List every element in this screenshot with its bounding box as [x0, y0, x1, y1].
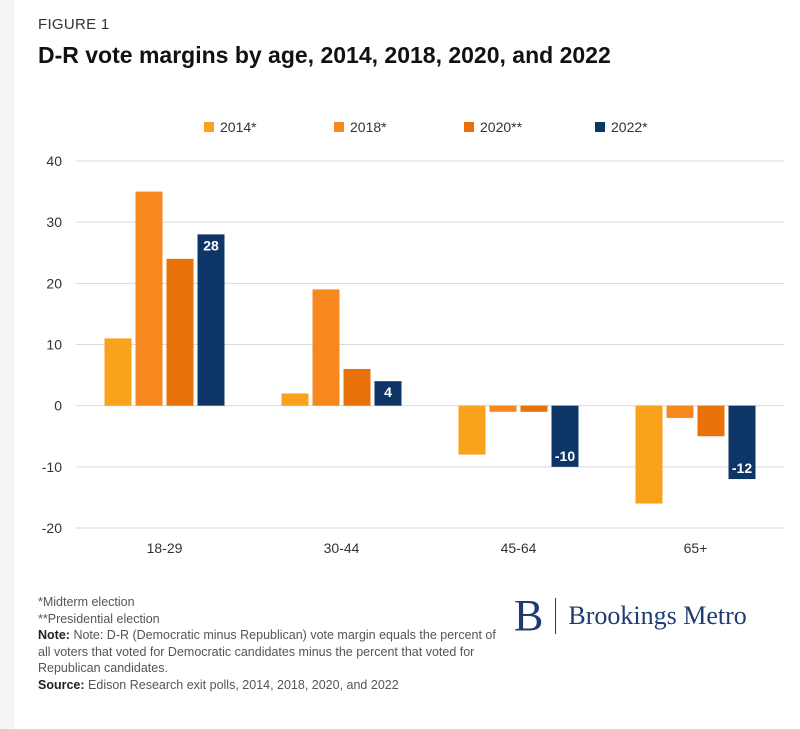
- note: Note: Note: D-R (Democratic minus Republ…: [38, 627, 498, 677]
- bar: [520, 405, 548, 412]
- y-tick-label: -10: [42, 459, 62, 475]
- source-text: Edison Research exit polls, 2014, 2018, …: [88, 677, 399, 692]
- legend-swatch: [595, 122, 605, 132]
- bar: [166, 258, 194, 406]
- y-tick-label: 30: [46, 214, 62, 230]
- logo-text: Brookings Metro: [568, 601, 747, 630]
- bar: [551, 405, 579, 467]
- legend-label: 2018*: [350, 119, 387, 135]
- y-tick-label: 10: [46, 337, 62, 353]
- presidential-note: **Presidential election: [38, 611, 160, 626]
- x-tick-label: 65+: [684, 540, 708, 556]
- data-label: -12: [732, 460, 752, 476]
- bar: [458, 405, 486, 455]
- y-tick-label: 20: [46, 275, 62, 291]
- source: Source: Edison Research exit polls, 2014…: [38, 677, 498, 694]
- logo-mark: B: [514, 591, 544, 640]
- note-label: Note:: [38, 628, 70, 642]
- legend-label: 2022*: [611, 119, 648, 135]
- x-tick-label: 45-64: [501, 540, 537, 556]
- bar-chart: 2014* 2018* 2020** 2022* -20 -10 0 10 20 30 40 28 18…: [42, 119, 784, 556]
- legend-label: 2020**: [480, 119, 523, 135]
- data-label: 4: [384, 384, 392, 400]
- bar: [489, 405, 517, 412]
- y-tick-label: 40: [46, 153, 62, 169]
- bar: [666, 405, 694, 418]
- brookings-logo: B Brookings Metro: [514, 594, 747, 638]
- bar: [104, 338, 132, 406]
- bar: [728, 405, 756, 480]
- bar: [281, 393, 309, 406]
- data-label: -10: [555, 448, 575, 464]
- bar: [197, 234, 225, 406]
- y-tick-label: 0: [54, 398, 62, 414]
- midterm-note: *Midterm election: [38, 595, 135, 609]
- bar: [697, 405, 725, 437]
- bar: [374, 381, 402, 406]
- figure-label: FIGURE 1: [38, 16, 110, 33]
- x-tick-label: 30-44: [324, 540, 360, 556]
- legend-swatch: [204, 122, 214, 132]
- data-label: 28: [203, 237, 219, 253]
- chart-title: D-R vote margins by age, 2014, 2018, 202…: [38, 42, 611, 68]
- bar: [343, 368, 371, 406]
- x-tick-label: 18-29: [147, 540, 183, 556]
- bar: [135, 191, 163, 406]
- logo-divider: [555, 598, 557, 634]
- footnotes: *Midterm election **Presidential electio…: [38, 594, 498, 693]
- legend-label: 2014*: [220, 119, 257, 135]
- legend-swatch: [464, 122, 474, 132]
- figure-card: FIGURE 1 D-R vote margins by age, 2014, …: [14, 0, 800, 729]
- y-tick-label: -20: [42, 520, 62, 536]
- source-label: Source:: [38, 677, 85, 692]
- bar: [312, 289, 340, 406]
- bar: [635, 405, 663, 504]
- legend-swatch: [334, 122, 344, 132]
- note-text: Note: D-R (Democratic minus Republican) …: [38, 628, 496, 675]
